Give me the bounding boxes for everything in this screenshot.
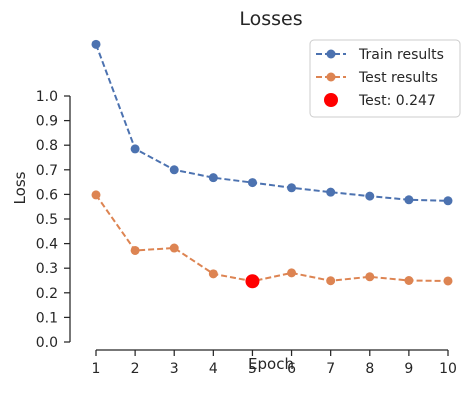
- legend-label: Train results: [358, 47, 444, 63]
- series-line: [95, 43, 449, 202]
- chart-title: Losses: [239, 8, 302, 30]
- data-point: [208, 173, 218, 183]
- y-tick-label: 0.7: [36, 163, 58, 179]
- data-point: [443, 276, 453, 286]
- x-tick-label: 7: [326, 361, 335, 377]
- x-tick-label: 5: [248, 361, 257, 377]
- y-tick-label: 0.5: [36, 212, 58, 228]
- legend-label: Test: 0.247: [358, 93, 436, 109]
- legend-marker: [326, 72, 336, 82]
- series-test: [91, 190, 453, 286]
- data-point: [365, 191, 375, 201]
- legend-item: Test: 0.247: [324, 93, 436, 109]
- data-point: [208, 269, 218, 279]
- y-tick-label: 0.1: [36, 310, 58, 326]
- x-tick-label: 10: [439, 361, 457, 377]
- y-tick-label: 0.6: [36, 187, 58, 203]
- data-point: [287, 268, 297, 278]
- y-axis-label: Loss: [11, 171, 29, 204]
- series-layer: [91, 39, 453, 289]
- x-tick-label: 9: [404, 361, 413, 377]
- x-tick-label: 1: [92, 361, 101, 377]
- y-tick-label: 0.4: [36, 237, 58, 253]
- legend-frame: [309, 39, 461, 118]
- series-line: [95, 194, 449, 283]
- legend-marker: [326, 49, 336, 59]
- x-tick-label: 8: [365, 361, 374, 377]
- data-point: [169, 165, 179, 175]
- y-tick-label: 0.8: [36, 138, 58, 154]
- data-point: [169, 243, 179, 253]
- y-tick-label: 0.2: [36, 286, 58, 302]
- x-tick-label: 3: [170, 361, 179, 377]
- highlight-point: [245, 274, 260, 289]
- series-train: [91, 39, 453, 206]
- legend-item: Train results: [316, 47, 444, 63]
- y-tick-label: 1.0: [36, 89, 58, 105]
- data-point: [91, 190, 101, 200]
- x-tick-label: 6: [287, 361, 296, 377]
- x-axis-label: Epoch: [248, 355, 294, 373]
- legend-marker: [324, 93, 338, 107]
- data-point: [443, 196, 453, 206]
- axes: 0.0 0.1 0.2 0.3 0.4 0.5 0.6 0.7 0.8 0.9 1.0 1 2 3 4 5 6 7…: [36, 89, 457, 377]
- data-point: [326, 276, 336, 286]
- y-tick-label: 0.3: [36, 261, 58, 277]
- data-point: [404, 195, 414, 205]
- data-point: [326, 187, 336, 197]
- data-point: [91, 39, 101, 49]
- y-tick-label: 0.0: [36, 335, 58, 351]
- x-tick-label: 2: [131, 361, 140, 377]
- legend-item: Test results: [316, 70, 438, 86]
- data-point: [404, 276, 414, 285]
- y-tick-label: 0.9: [36, 114, 58, 130]
- data-point: [365, 272, 375, 282]
- legend-label: Test results: [358, 70, 438, 86]
- data-point: [287, 183, 297, 193]
- data-point: [130, 245, 140, 255]
- data-point: [247, 178, 257, 188]
- legend: Train results Test results Test: 0.247: [309, 39, 461, 118]
- data-point: [130, 144, 140, 154]
- x-tick-label: 4: [209, 361, 218, 377]
